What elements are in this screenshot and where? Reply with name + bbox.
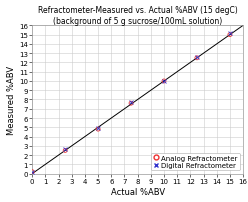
Legend: Analog Refractometer, Digital Refractometer: Analog Refractometer, Digital Refractome… bbox=[151, 153, 240, 170]
Point bbox=[129, 102, 133, 105]
Point bbox=[228, 32, 232, 35]
Point bbox=[63, 149, 67, 152]
Point bbox=[30, 170, 34, 174]
Title: Refractometer-Measured vs. Actual %ABV (15 degC)
(background of 5 g sucrose/100m: Refractometer-Measured vs. Actual %ABV (… bbox=[38, 5, 238, 25]
Y-axis label: Measured %ABV: Measured %ABV bbox=[7, 66, 16, 134]
Point bbox=[195, 57, 199, 60]
Point bbox=[228, 34, 232, 37]
Point bbox=[162, 80, 166, 83]
Point bbox=[63, 148, 67, 151]
Point bbox=[162, 80, 166, 83]
Point bbox=[96, 128, 100, 131]
X-axis label: Actual %ABV: Actual %ABV bbox=[111, 187, 165, 196]
Point bbox=[30, 170, 34, 174]
Point bbox=[195, 56, 199, 59]
Point bbox=[96, 127, 100, 130]
Point bbox=[129, 101, 133, 104]
